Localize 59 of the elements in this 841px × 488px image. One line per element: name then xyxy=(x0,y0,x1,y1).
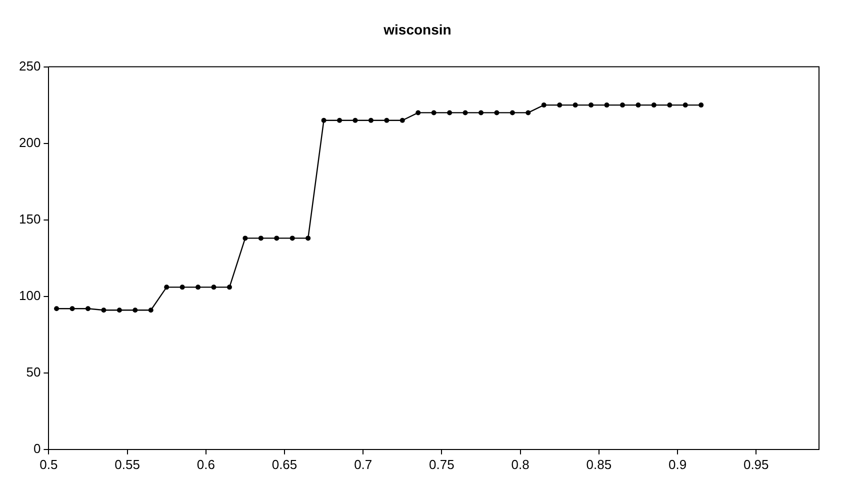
x-tick-label: 0.65 xyxy=(272,456,298,472)
y-tick-label: 250 xyxy=(18,58,41,74)
y-tick-label: 100 xyxy=(18,288,41,303)
point xyxy=(132,308,138,313)
x-tick-label: 0.5 xyxy=(40,456,58,472)
point xyxy=(368,118,374,123)
point xyxy=(557,102,562,108)
point xyxy=(180,284,185,290)
chart-title: wisconsin xyxy=(382,21,452,38)
point xyxy=(321,118,326,123)
point xyxy=(682,102,688,108)
point xyxy=(588,102,594,108)
point xyxy=(274,236,280,241)
point xyxy=(70,306,75,312)
x-tick-label: 0.6 xyxy=(196,456,215,472)
point xyxy=(636,102,641,108)
point xyxy=(164,284,170,290)
x-tick-label: 0.9 xyxy=(668,456,687,472)
x-tick-label: 0.7 xyxy=(354,456,372,472)
point xyxy=(416,110,421,116)
point xyxy=(148,308,154,313)
point xyxy=(226,284,232,290)
point xyxy=(242,236,248,241)
point xyxy=(101,308,106,313)
point xyxy=(306,236,311,241)
point xyxy=(54,306,60,312)
y-tick-label: 50 xyxy=(26,364,41,380)
x-tick-label: 0.75 xyxy=(429,456,454,472)
point xyxy=(447,110,452,116)
y-tick-label: 150 xyxy=(18,211,41,226)
point xyxy=(510,110,515,116)
point xyxy=(541,102,546,108)
point xyxy=(196,284,201,290)
point xyxy=(384,118,390,123)
y-tick-label: 0 xyxy=(33,440,41,456)
point xyxy=(211,284,216,290)
point xyxy=(604,102,610,108)
point xyxy=(526,110,531,116)
x-tick-label: 0.55 xyxy=(114,456,140,472)
point xyxy=(572,102,578,108)
x-tick-label: 0.8 xyxy=(511,456,530,472)
point xyxy=(698,102,704,108)
point xyxy=(400,118,405,123)
point xyxy=(258,236,264,241)
point xyxy=(431,110,436,116)
point xyxy=(352,118,358,123)
point xyxy=(462,110,468,116)
point xyxy=(667,102,672,108)
point xyxy=(290,236,295,241)
point xyxy=(494,110,500,116)
x-tick-label: 0.85 xyxy=(586,456,612,472)
point xyxy=(651,102,656,108)
point xyxy=(337,118,342,123)
y-tick-label: 200 xyxy=(18,134,41,150)
x-tick-label: 0.95 xyxy=(743,456,769,472)
point xyxy=(85,306,90,312)
point xyxy=(478,110,484,116)
point xyxy=(116,308,122,313)
point xyxy=(620,102,625,108)
